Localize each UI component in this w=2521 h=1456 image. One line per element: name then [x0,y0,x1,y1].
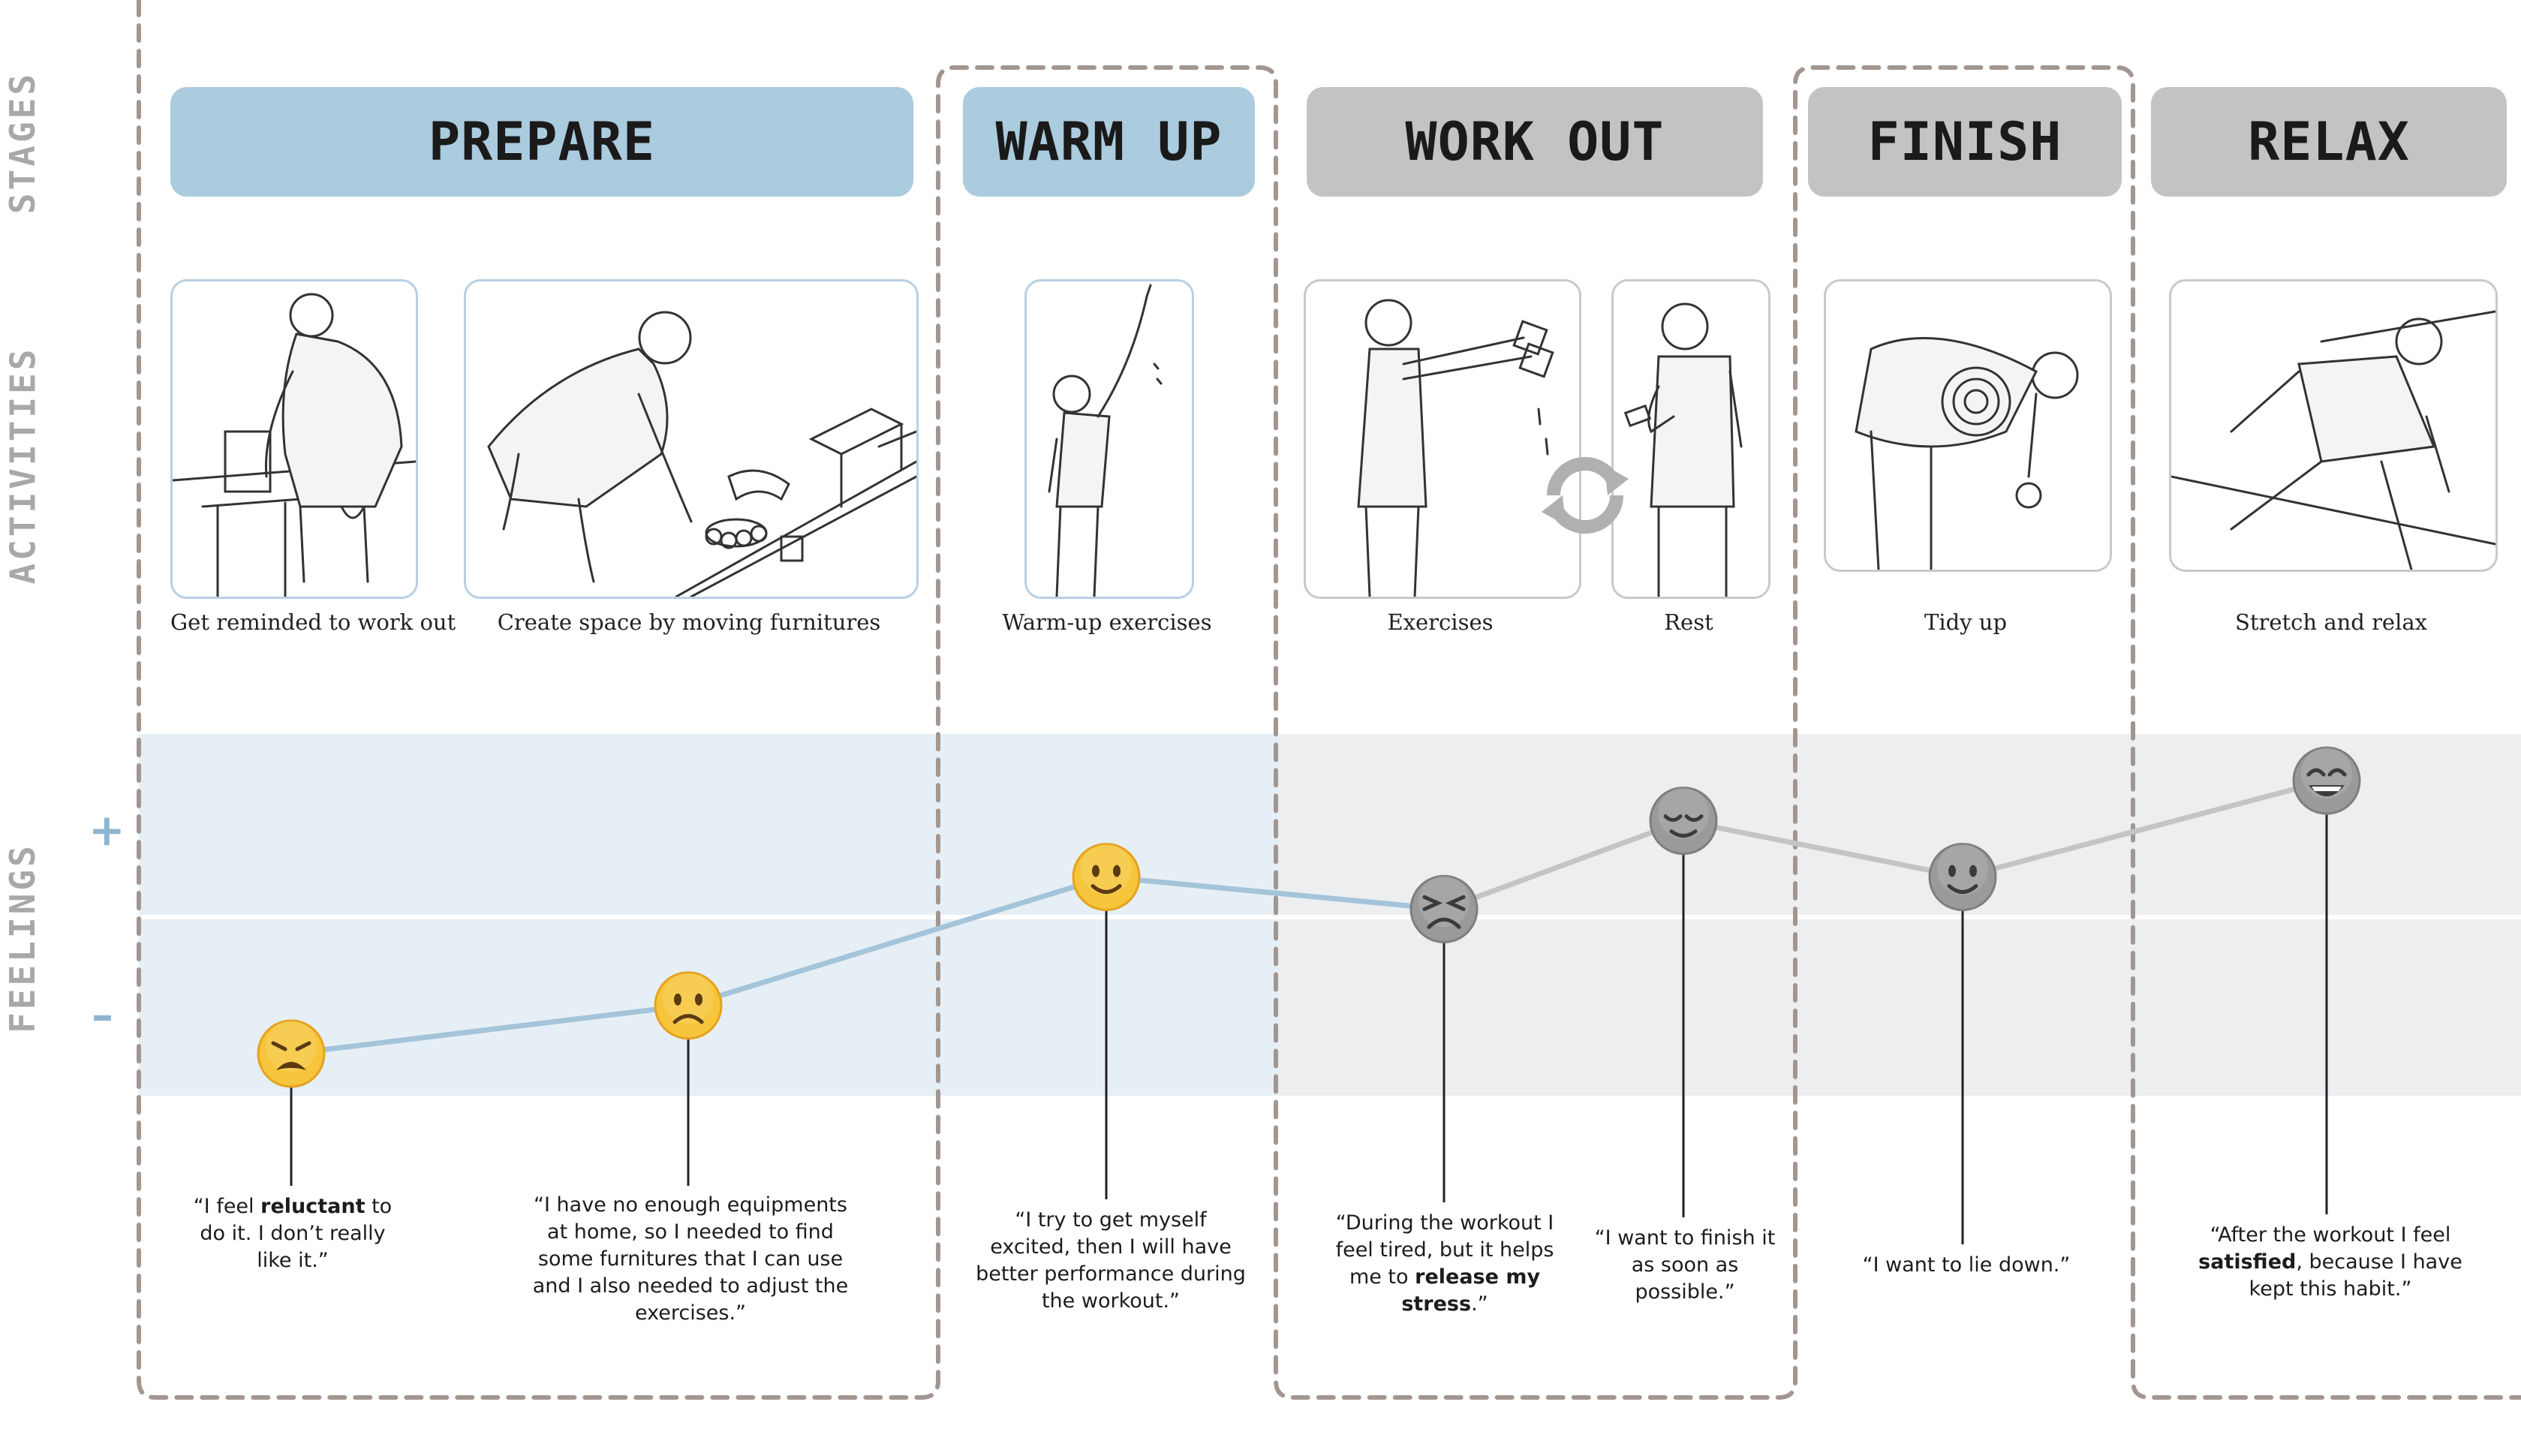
stage-finish: FINISH [1808,87,2122,197]
relieved-face-icon [1649,787,1718,856]
activity-caption-warm-up: Warm-up exercises [1002,609,1212,635]
slightly-smiling-face-icon [1928,843,1997,911]
feeling-quote-5: “I want to finish it as soon as possible… [1594,1226,1776,1304]
person-lying-down-illustration [2171,310,2495,570]
feeling-line-segment [1441,818,1686,912]
feeling-quote-1: “I feel reluctant to do it. I don’t real… [193,1195,393,1272]
activity-card-stretch [2169,279,2498,572]
negative-band-workout [1280,919,2521,1096]
activity-caption-exercises: Exercises [1387,609,1494,635]
activity-caption-reminded: Get reminded to work out [170,609,456,635]
frowning-face-icon [654,971,723,1040]
activity-caption-rest: Rest [1664,609,1713,635]
feeling-quote-4: “During the workout I feel tired, but it… [1335,1211,1554,1316]
stage-warm-up: WARM UP [963,87,1255,197]
positive-sign: + [89,805,125,856]
feeling-quote-2: “I have no enough equipments at home, so… [532,1193,849,1325]
feelings-row-label: FEELINGS [2,843,43,1033]
activity-caption-stretch: Stretch and relax [2234,609,2428,635]
person-lifting-dumbbells-illustration [1357,299,1554,597]
activity-card-exercises [1304,279,1581,599]
feelings-bands [139,734,2521,1096]
person-looking-at-phone-illustration [1623,302,1743,597]
feeling-quote-3: “I try to get myself excited, then I wil… [976,1208,1246,1313]
activity-card-reminded [170,279,418,599]
grinning-face-icon [2292,746,2361,815]
feeling-line-segment [1103,874,1447,912]
activity-card-warm-up [1024,279,1194,599]
activity-card-rest [1611,279,1770,599]
prepare-outline [137,0,2521,1400]
person-stretching-arm-illustration [1048,284,1163,597]
person-moving-furniture-illustration [487,311,916,597]
weary-face-icon [257,1019,326,1088]
activity-card-create-space [464,279,919,599]
stage-relax: RELAX [2151,87,2507,197]
activity-card-tidy-up [1824,279,2112,572]
stage-prepare: PREPARE [170,87,913,197]
feeling-line-segment [1680,818,1966,880]
persevering-face-icon [1409,874,1479,943]
slightly-smiling-face-icon [1072,843,1141,911]
feeling-line-segment [1960,778,2330,880]
person-rolling-mat-illustration [1855,336,2079,570]
feeling-quote-6: “I want to lie down.” [1862,1253,2071,1277]
stage-dividers [137,0,2521,1400]
feeling-line-segment [685,874,1109,1009]
refresh-cycle-icon [1542,456,1629,534]
activity-caption-tidy-up: Tidy up [1924,609,2008,635]
person-at-laptop-illustration [173,293,416,597]
stages-row-label: STAGES [2,71,44,215]
feeling-quote-7: “After the workout I feel satisfied, bec… [2198,1223,2462,1301]
feeling-line-segment [288,1003,691,1057]
feelings-chart [257,746,2361,1244]
stage-work-out: WORK OUT [1307,87,1763,197]
activities-row-label: ACTIVITIES [2,346,44,585]
negative-sign: – [92,989,113,1040]
activity-caption-create-space: Create space by moving furnitures [497,609,881,635]
